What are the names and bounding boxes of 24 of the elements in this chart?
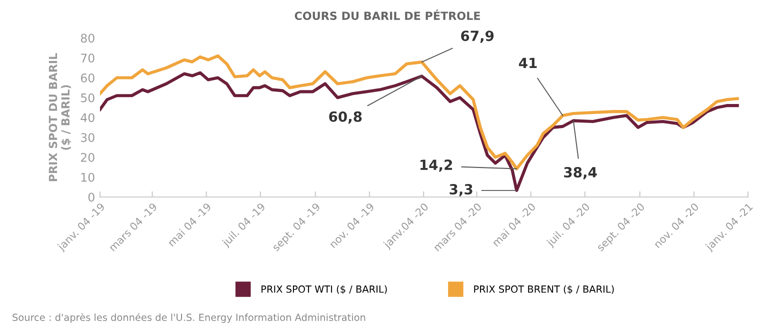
y-tick-label: 40 xyxy=(80,113,94,122)
y-tick-label: 60 xyxy=(80,73,94,82)
legend-label: PRIX SPOT WTI ($ / BARIL) xyxy=(262,285,387,294)
y-tick-label: 0 xyxy=(88,192,94,202)
y-tick-label: 20 xyxy=(80,152,94,162)
x-tick-label: juil. 04 -20 xyxy=(546,202,592,248)
annotation: 41 xyxy=(518,58,537,68)
annotation: 60,8 xyxy=(329,111,362,124)
annotation: 14,2 xyxy=(420,160,452,172)
y-tick-label: 50 xyxy=(81,93,94,102)
y-tick-label: 70 xyxy=(81,54,94,63)
x-tick-label: juil. 04 -19 xyxy=(221,202,268,248)
y-tick-label: 30 xyxy=(81,133,94,142)
x-tick-label: nov. 04 -20 xyxy=(653,202,700,248)
y-tick-label: 10 xyxy=(81,172,94,182)
annotation: 38,4 xyxy=(564,166,597,180)
x-tick-label: nov. 04 -19 xyxy=(328,202,375,248)
y-axis-title: PRIX SPOT DU BARIL ($ / BARIL) xyxy=(48,53,72,182)
annotation: 3,3 xyxy=(450,184,472,196)
legend-label: PRIX SPOT BRENT ($ / BARIL) xyxy=(474,285,614,294)
y-tick-label: 80 xyxy=(80,34,94,43)
chart-title: COURS DU BARIL DE PÉTROLE xyxy=(294,10,480,20)
source-note: Source : d'après les données de l'U.S. Energy Information Administration xyxy=(12,313,366,323)
annotation: 67,9 xyxy=(461,30,494,43)
